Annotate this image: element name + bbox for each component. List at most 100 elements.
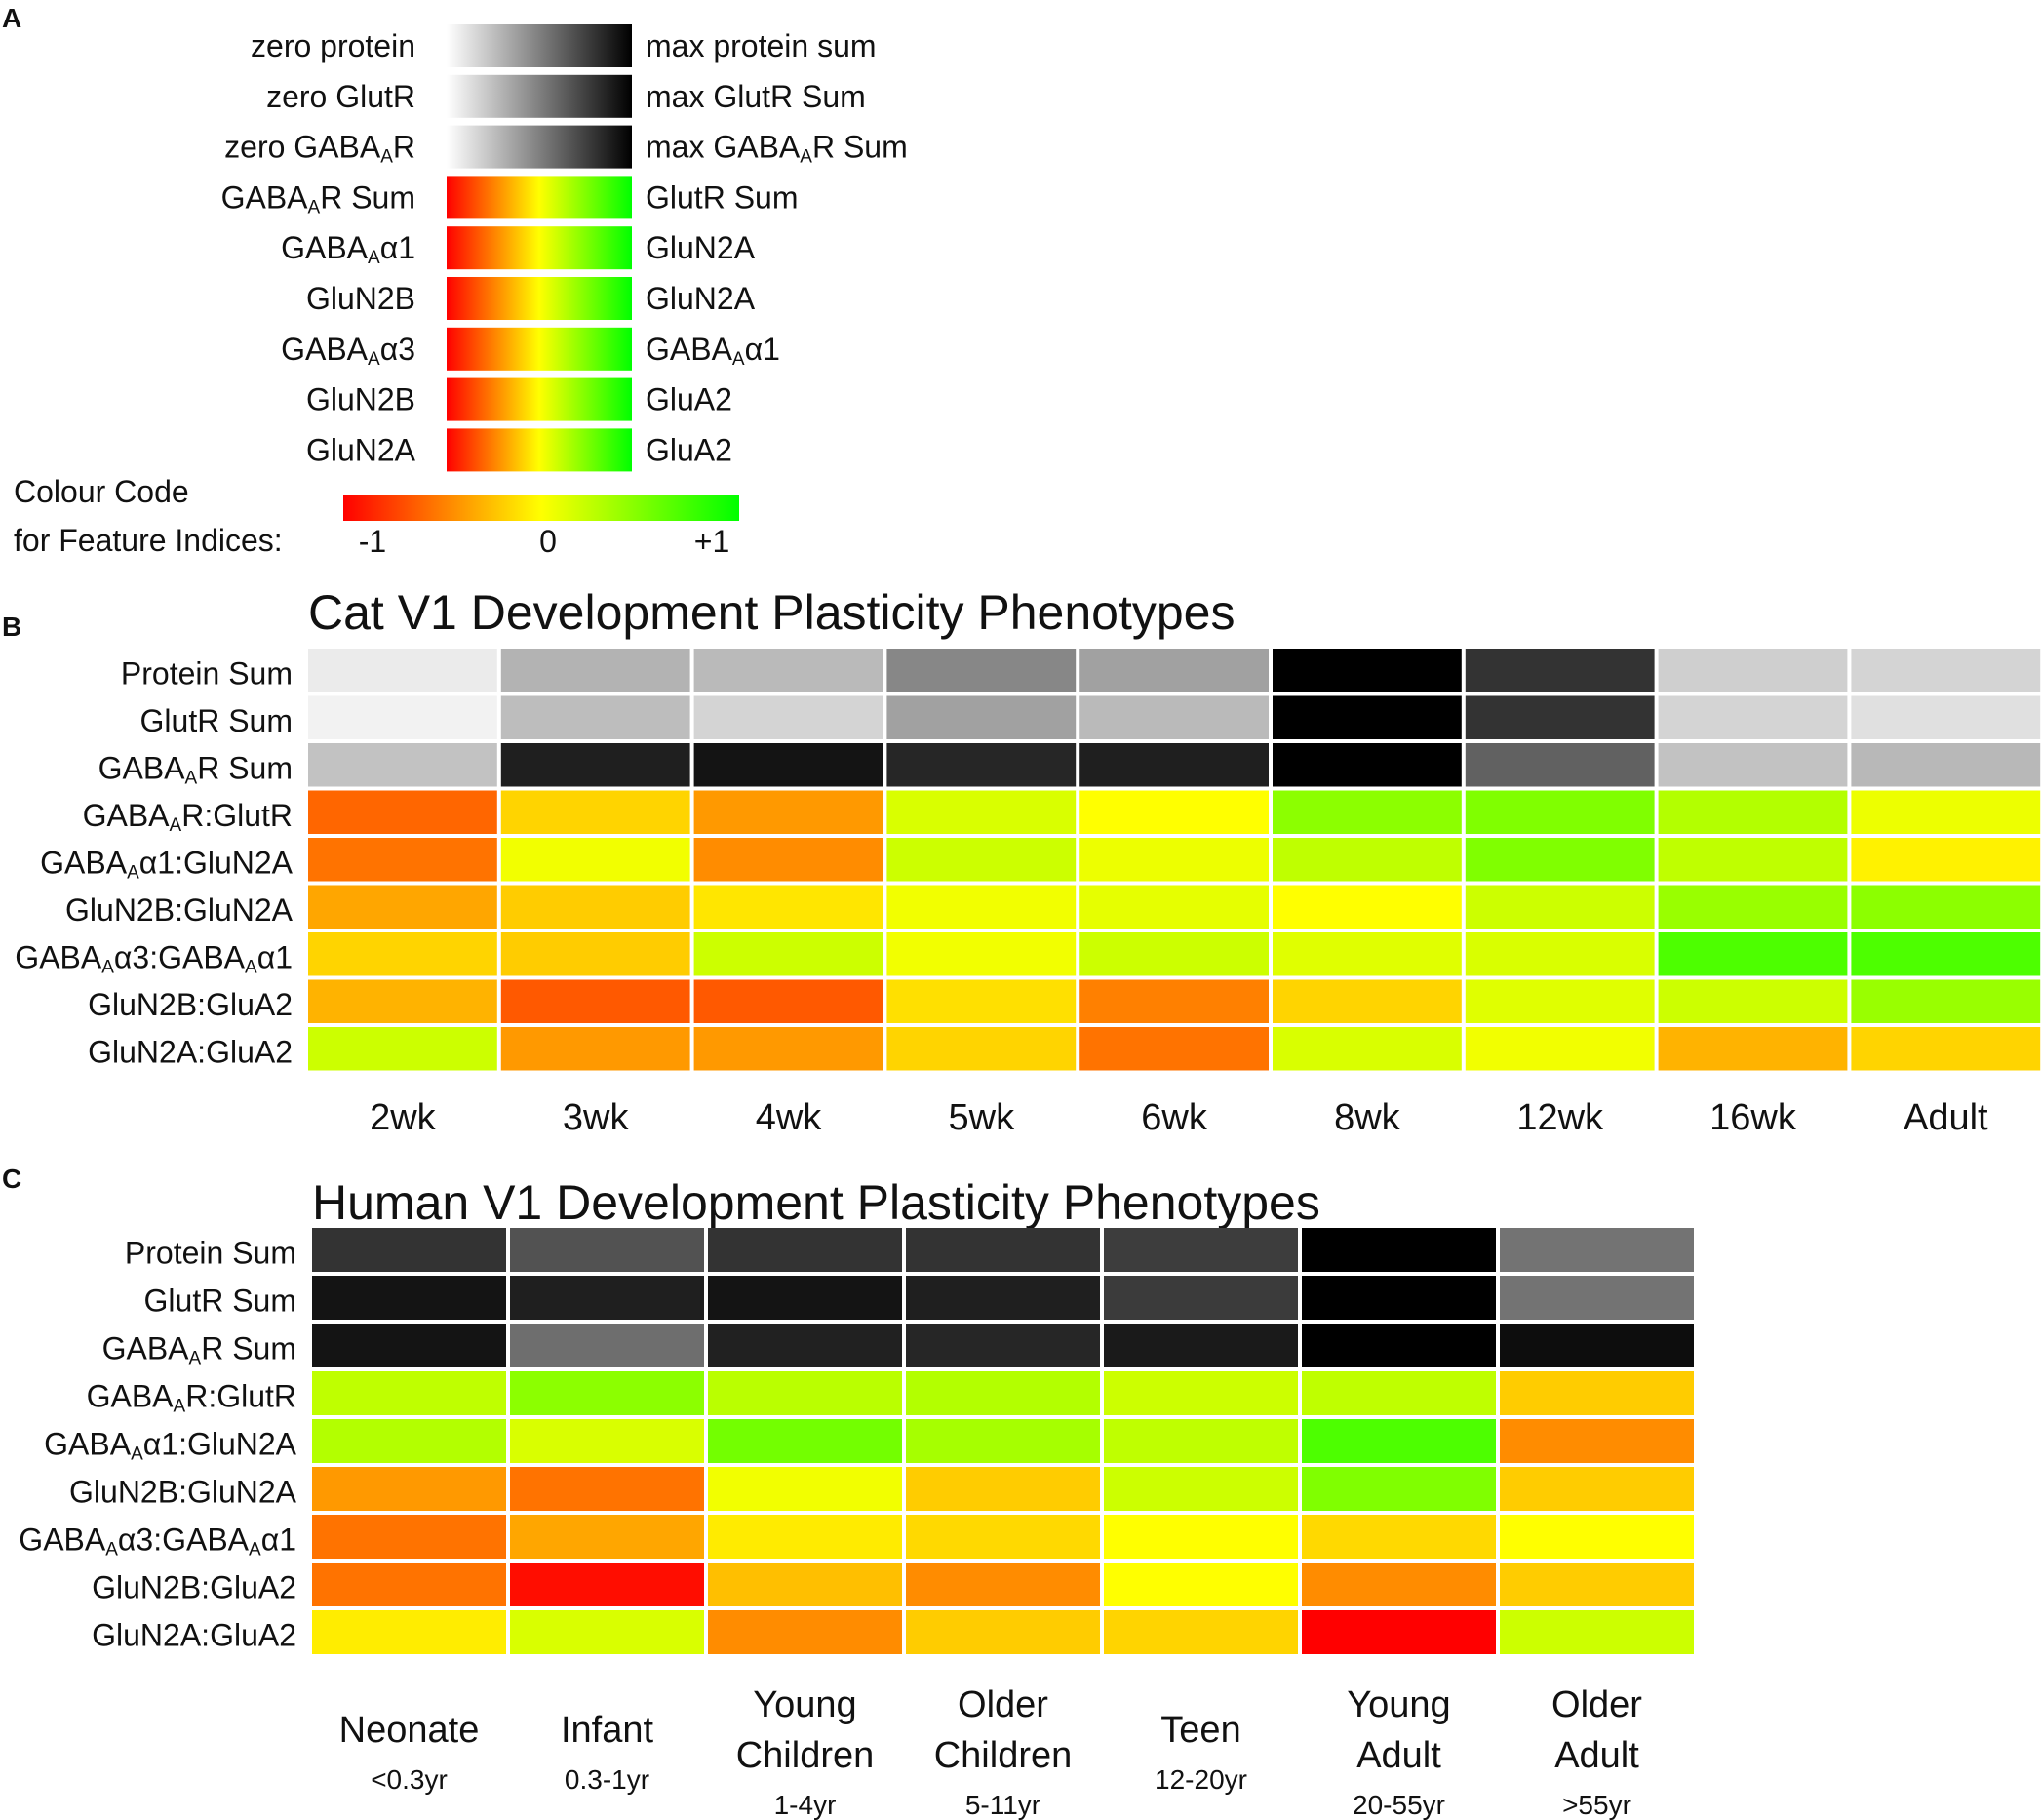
legend-bar-right-label: max GABAAR Sum [646, 130, 908, 168]
heatmap-row-label: GluN2B:GluN2A [69, 1475, 297, 1510]
heatmap-col-label: 3wk [563, 1097, 630, 1138]
heatmap-cell [693, 979, 883, 1023]
heatmap-cell [500, 885, 690, 929]
heatmap-cell [1079, 838, 1269, 882]
heatmap-cell [1465, 979, 1655, 1023]
heatmap-cell [1658, 649, 1848, 692]
heatmap-row-label: GlutR Sum [140, 703, 293, 738]
heatmap-cell [500, 743, 690, 787]
heatmap-row-label: Protein Sum [121, 655, 293, 691]
heatmap-cell [886, 979, 1077, 1023]
legend-bar-right-label: max GlutR Sum [646, 79, 866, 114]
heatmap-cell [1302, 1419, 1496, 1463]
legend-bar-left-label: GluN2A [306, 432, 416, 467]
colour-code-title: Colour Code [14, 474, 189, 509]
heatmap-cell [1465, 838, 1655, 882]
heatmap-cell [1079, 790, 1269, 834]
heatmap-cell [906, 1515, 1100, 1559]
heatmap-cell [1104, 1276, 1298, 1320]
heatmap-cell [1104, 1515, 1298, 1559]
heatmap-cell [886, 790, 1077, 834]
heatmap-col-label: 6wk [1141, 1097, 1208, 1138]
heatmap-col-sublabel: <0.3yr [371, 1764, 448, 1795]
heatmap-col-label: Neonate [339, 1710, 480, 1751]
heatmap-cell [693, 932, 883, 976]
heatmap-col-label: Adult [1904, 1097, 1988, 1138]
heatmap-cell [500, 932, 690, 976]
heatmap-cell [1273, 695, 1462, 739]
heatmap-cell [906, 1371, 1100, 1415]
heatmap-cell [1079, 932, 1269, 976]
heatmap-cell [1079, 649, 1269, 692]
heatmap-cell [1500, 1419, 1694, 1463]
heatmap-cell [500, 1027, 690, 1071]
heatmap-col-label: 5wk [949, 1097, 1016, 1138]
heatmap-cell [510, 1419, 704, 1463]
legend-bar-right-label: GluN2A [646, 281, 756, 316]
legend-bar-left-label: zero GABAAR [224, 130, 415, 168]
heatmap-cell [308, 649, 497, 692]
heatmap-row-label: GABAAα3:GABAAα1 [15, 939, 293, 977]
heatmap-cell [510, 1467, 704, 1511]
heatmap-cell [1851, 790, 2041, 834]
heatmap-cell [1500, 1515, 1694, 1559]
heatmap-cell [308, 790, 497, 834]
heatmap-col-label: Young [1347, 1684, 1450, 1725]
heatmap-row-label: GluN2B:GluN2A [65, 892, 294, 928]
heatmap-row-label: GlutR Sum [144, 1284, 296, 1319]
heatmap-cell [886, 1027, 1077, 1071]
legend-bar-right-label: GluN2A [646, 230, 756, 265]
heatmap-cell [1079, 1027, 1269, 1071]
heatmap-cell [312, 1324, 506, 1367]
heatmap-cell [1104, 1324, 1298, 1367]
legend-bar-right-label: GABAAα1 [646, 332, 780, 370]
heatmap-cell [308, 932, 497, 976]
heatmap-cell [708, 1467, 902, 1511]
colour-code-bar [343, 495, 739, 521]
heatmap-cell [1851, 885, 2041, 929]
legend-bar-3 [447, 125, 632, 169]
heatmap-cell [1079, 695, 1269, 739]
panel-letter-a: A [2, 3, 21, 33]
legend-bar-5 [447, 226, 632, 270]
panel-letter-c: C [2, 1164, 21, 1194]
heatmap-row-label: GABAAα1:GluN2A [44, 1427, 297, 1465]
heatmap-cell [1273, 790, 1462, 834]
heatmap-cell [1104, 1467, 1298, 1511]
heatmap-row-label: GABAAR:GlutR [87, 1379, 296, 1417]
heatmap-title: Human V1 Development Plasticity Phenotyp… [312, 1175, 1320, 1230]
heatmap-cell [1104, 1371, 1298, 1415]
legend-bar-left-label: zero GlutR [266, 79, 415, 114]
heatmap-cell [708, 1371, 902, 1415]
heatmap-cell [708, 1276, 902, 1320]
heatmap-col-label: Older [1551, 1684, 1642, 1725]
heatmap-col-label: 12wk [1516, 1097, 1604, 1138]
heatmap-cell [1079, 885, 1269, 929]
heatmap-cell [510, 1515, 704, 1559]
heatmap-cell [906, 1324, 1100, 1367]
legend-bar-right-label: max protein sum [646, 28, 877, 63]
legend-bar-right-label: GlutR Sum [646, 179, 798, 215]
heatmap-row-label: GABAAα1:GluN2A [40, 845, 294, 883]
heatmap-cell [1273, 885, 1462, 929]
heatmap-cell [1658, 838, 1848, 882]
colour-code-tick: -1 [359, 524, 386, 559]
heatmap-cell [1851, 932, 2041, 976]
legend-bar-6 [447, 277, 632, 320]
heatmap-cell [312, 1419, 506, 1463]
heatmap-cell [886, 838, 1077, 882]
heatmap-cell [1104, 1610, 1298, 1654]
heatmap-cell [1273, 838, 1462, 882]
heatmap-cell [708, 1324, 902, 1367]
legend-bar-left-label: GluN2B [306, 382, 415, 417]
colour-code-tick: +1 [694, 524, 729, 559]
heatmap-cell [1273, 932, 1462, 976]
heatmap-col-sublabel: 20-55yr [1353, 1790, 1445, 1820]
heatmap-cell [1273, 743, 1462, 787]
heatmap-col-label: 8wk [1334, 1097, 1401, 1138]
heatmap-cell [886, 743, 1077, 787]
heatmap-col-label: Teen [1160, 1710, 1240, 1751]
heatmap-cell [1465, 649, 1655, 692]
legend-bar-left-label: GABAAα1 [281, 230, 415, 268]
